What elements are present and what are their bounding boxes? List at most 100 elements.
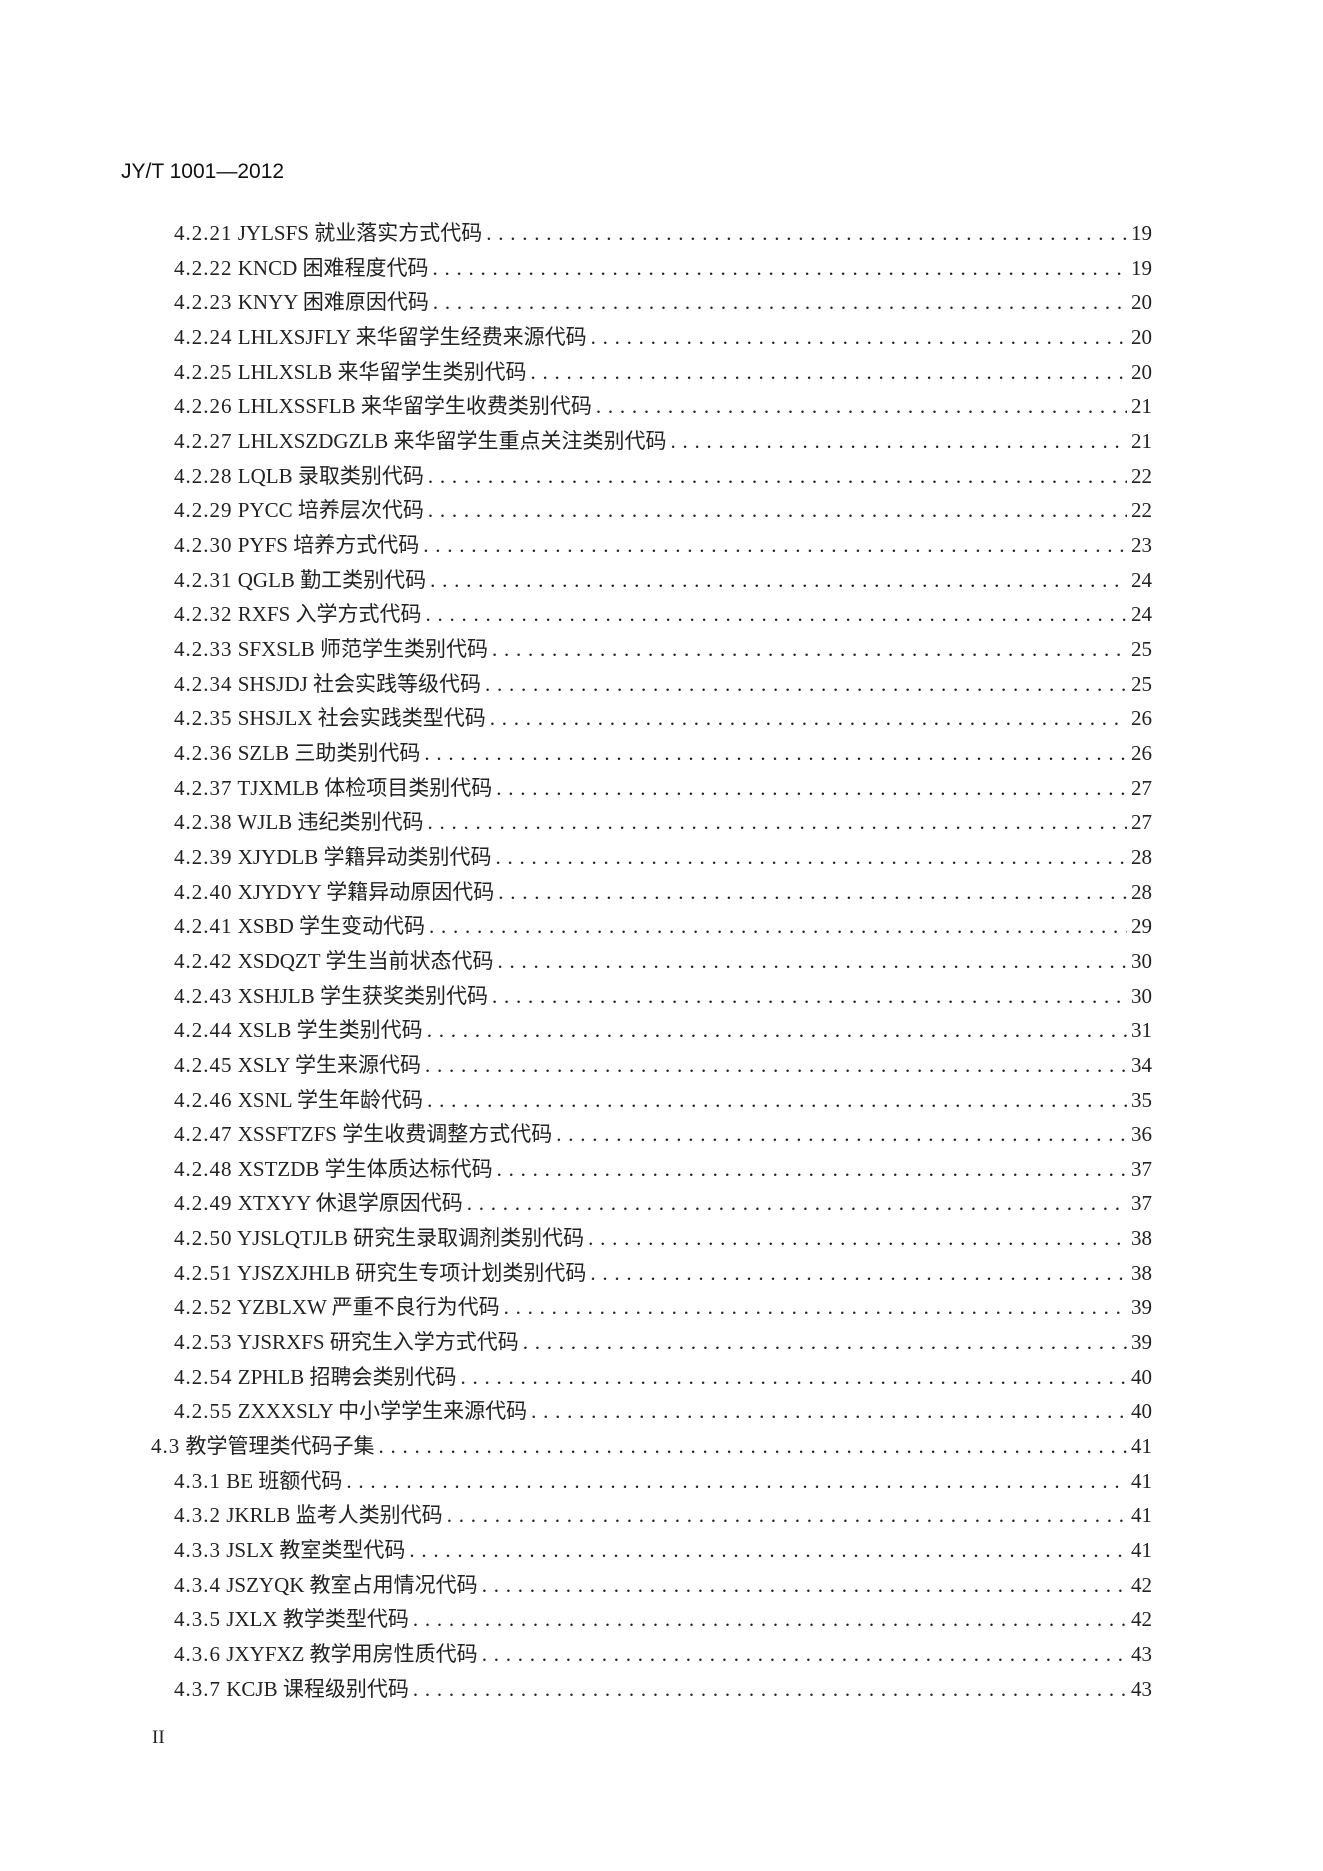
- toc-entry[interactable]: 4.3.6 JXYFXZ 教学用房性质代码 43: [174, 1638, 1152, 1668]
- toc-entry[interactable]: 4.2.25 LHLXSLB 来华留学生类别代码 20: [174, 356, 1152, 386]
- dot-leader: [492, 637, 1127, 662]
- toc-entry[interactable]: 4.2.27 LHLXSZDGZLB 来华留学生重点关注类别代码 21: [174, 425, 1152, 455]
- dot-leader: [591, 325, 1127, 350]
- dot-leader: [531, 360, 1128, 385]
- toc-entry-page: 25: [1131, 636, 1152, 661]
- dot-leader: [498, 880, 1127, 905]
- toc-entry-number: 4.3.3: [174, 1538, 221, 1563]
- dot-leader: [427, 1088, 1127, 1113]
- toc-entry-title: 4.3.4 JSZYQK 教室占用情况代码: [174, 1569, 478, 1599]
- toc-entry[interactable]: 4.2.36 SZLB 三助类别代码 26: [174, 737, 1152, 767]
- toc-entry[interactable]: 4.2.41 XSBD 学生变动代码 29: [174, 910, 1152, 940]
- toc-entry[interactable]: 4.2.42 XSDQZT 学生当前状态代码 30: [174, 945, 1152, 975]
- toc-entry-number: 4.2.43: [174, 983, 233, 1008]
- dot-leader: [423, 533, 1127, 558]
- toc-entry-page: 20: [1131, 324, 1152, 349]
- toc-entry[interactable]: 4.2.50 YJSLQTJLB 研究生录取调剂类别代码 38: [174, 1222, 1152, 1252]
- toc-entry[interactable]: 4.3.3 JSLX 教室类型代码 41: [174, 1534, 1152, 1564]
- toc-entry-title: 4.2.32 RXFS 入学方式代码: [174, 598, 422, 628]
- toc-entry[interactable]: 4.2.37 TJXMLB 体检项目类别代码 27: [174, 772, 1152, 802]
- toc-entry[interactable]: 4.3.7 KCJB 课程级别代码 43: [174, 1673, 1152, 1703]
- toc-entry[interactable]: 4.2.46 XSNL 学生年龄代码 35: [174, 1084, 1152, 1114]
- toc-entry-label: XSLY 学生来源代码: [237, 1052, 421, 1077]
- dot-leader: [596, 394, 1127, 419]
- toc-entry[interactable]: 4.2.40 XJYDYY 学籍异动原因代码 28: [174, 876, 1152, 906]
- dot-leader: [424, 741, 1127, 766]
- toc-entry[interactable]: 4.2.43 XSHJLB 学生获奖类别代码 30: [174, 980, 1152, 1010]
- toc-entry[interactable]: 4.2.39 XJYDLB 学籍异动类别代码 28: [174, 841, 1152, 871]
- toc-entry[interactable]: 4.2.33 SFXSLB 师范学生类别代码 25: [174, 633, 1152, 663]
- toc-entry-number: 4.3.6: [174, 1642, 221, 1667]
- toc-entry[interactable]: 4.2.23 KNYY 困难原因代码 20: [174, 286, 1152, 316]
- toc-entry-title: 4.2.43 XSHJLB 学生获奖类别代码: [174, 980, 488, 1010]
- toc-entry[interactable]: 4.2.51 YJSZXJHLB 研究生专项计划类别代码 38: [174, 1257, 1152, 1287]
- dot-leader: [433, 290, 1127, 315]
- toc-entry-number: 4.3.4: [174, 1572, 221, 1597]
- toc-entry[interactable]: 4.2.48 XSTZDB 学生体质达标代码 37: [174, 1153, 1152, 1183]
- dot-leader: [556, 1122, 1127, 1147]
- dot-leader: [425, 1053, 1127, 1078]
- toc-entry[interactable]: 4.2.49 XTXYY 休退学原因代码 37: [174, 1187, 1152, 1217]
- toc-entry-label: LHLXSSFLB 来华留学生收费类别代码: [237, 394, 592, 419]
- toc-entry-title: 4.2.28 LQLB 录取类别代码: [174, 460, 424, 490]
- toc-entry[interactable]: 4.2.30 PYFS 培养方式代码 23: [174, 529, 1152, 559]
- toc-entry[interactable]: 4.2.34 SHSJDJ 社会实践等级代码 25: [174, 668, 1152, 698]
- toc-entry-title: 4.2.40 XJYDYY 学籍异动原因代码: [174, 876, 494, 906]
- toc-entry[interactable]: 4.2.52 YZBLXW 严重不良行为代码 39: [174, 1291, 1152, 1321]
- toc-entry-title: 4.2.35 SHSJLX 社会实践类型代码: [174, 702, 486, 732]
- toc-entry[interactable]: 4.2.35 SHSJLX 社会实践类型代码 26: [174, 702, 1152, 732]
- dot-leader: [671, 429, 1128, 454]
- dot-leader: [490, 706, 1127, 731]
- toc-entry[interactable]: 4.2.47 XSSFTZFS 学生收费调整方式代码 36: [174, 1118, 1152, 1148]
- toc-entry-label: JSZYQK 教室占用情况代码: [226, 1572, 478, 1597]
- toc-entry[interactable]: 4.2.21 JYLSFS 就业落实方式代码 19: [174, 217, 1152, 247]
- toc-entry[interactable]: 4.2.54 ZPHLB 招聘会类别代码 40: [174, 1361, 1152, 1391]
- toc-entry[interactable]: 4.3.2 JKRLB 监考人类别代码 41: [174, 1499, 1152, 1529]
- toc-entry-title: 4.2.53 YJSRXFS 研究生入学方式代码: [174, 1326, 519, 1356]
- toc-entry-label: JXLX 教学类型代码: [226, 1607, 409, 1632]
- toc-entry-page: 20: [1131, 290, 1152, 315]
- toc-entry-label: KNCD 困难程度代码: [237, 255, 429, 280]
- toc-entry-number: 4.2.26: [174, 394, 233, 419]
- toc-entry-number: 4.2.22: [174, 255, 233, 280]
- dot-leader: [461, 1365, 1127, 1390]
- toc-entry-label: WJLB 违纪类别代码: [237, 810, 424, 835]
- dot-leader: [428, 498, 1127, 523]
- toc-entry[interactable]: 4.2.53 YJSRXFS 研究生入学方式代码 39: [174, 1326, 1152, 1356]
- toc-entry[interactable]: 4.2.44 XSLB 学生类别代码 31: [174, 1014, 1152, 1044]
- toc-entry-page: 26: [1131, 740, 1152, 765]
- toc-entry[interactable]: 4.2.55 ZXXXSLY 中小学学生来源代码 40: [174, 1395, 1152, 1425]
- toc-entry-title: 4.2.44 XSLB 学生类别代码: [174, 1014, 423, 1044]
- toc-entry[interactable]: 4.2.24 LHLXSJFLY 来华留学生经费来源代码 20: [174, 321, 1152, 351]
- toc-entry-title: 4.3.2 JKRLB 监考人类别代码: [174, 1499, 443, 1529]
- toc-entry[interactable]: 4.3 教学管理类代码子集 41: [151, 1430, 1152, 1460]
- toc-entry[interactable]: 4.2.28 LQLB 录取类别代码 22: [174, 460, 1152, 490]
- toc-entry[interactable]: 4.2.45 XSLY 学生来源代码 34: [174, 1049, 1152, 1079]
- toc-entry[interactable]: 4.2.31 QGLB 勤工类别代码 24: [174, 564, 1152, 594]
- toc-entry-label: LHLXSJFLY 来华留学生经费来源代码: [237, 324, 587, 349]
- toc-entry[interactable]: 4.2.29 PYCC 培养层次代码 22: [174, 494, 1152, 524]
- toc-entry-page: 27: [1131, 775, 1152, 800]
- toc-entry[interactable]: 4.2.38 WJLB 违纪类别代码 27: [174, 806, 1152, 836]
- dot-leader: [346, 1469, 1127, 1494]
- toc-entry-number: 4.2.38: [174, 810, 233, 835]
- toc-entry-page: 41: [1131, 1468, 1152, 1493]
- dot-leader: [428, 464, 1127, 489]
- dot-leader: [504, 1295, 1127, 1320]
- toc-entry-title: 4.3.7 KCJB 课程级别代码: [174, 1673, 409, 1703]
- toc-entry-number: 4.2.51: [174, 1260, 233, 1285]
- toc-entry-page: 23: [1131, 532, 1152, 557]
- toc-entry[interactable]: 4.2.26 LHLXSSFLB 来华留学生收费类别代码 21: [174, 390, 1152, 420]
- toc-entry-title: 4.2.47 XSSFTZFS 学生收费调整方式代码: [174, 1118, 552, 1148]
- toc-entry[interactable]: 4.3.5 JXLX 教学类型代码 42: [174, 1603, 1152, 1633]
- toc-entry-title: 4.2.26 LHLXSSFLB 来华留学生收费类别代码: [174, 390, 592, 420]
- toc-entry-number: 4.2.25: [174, 359, 233, 384]
- dot-leader: [485, 672, 1127, 697]
- dot-leader: [496, 845, 1127, 870]
- toc-entry-title: 4.2.23 KNYY 困难原因代码: [174, 286, 429, 316]
- document-header: JY/T 1001—2012: [121, 160, 285, 183]
- toc-entry[interactable]: 4.3.1 BE 班额代码 41: [174, 1465, 1152, 1495]
- toc-entry[interactable]: 4.2.22 KNCD 困难程度代码 19: [174, 252, 1152, 282]
- toc-entry[interactable]: 4.3.4 JSZYQK 教室占用情况代码 42: [174, 1569, 1152, 1599]
- toc-entry[interactable]: 4.2.32 RXFS 入学方式代码 24: [174, 598, 1152, 628]
